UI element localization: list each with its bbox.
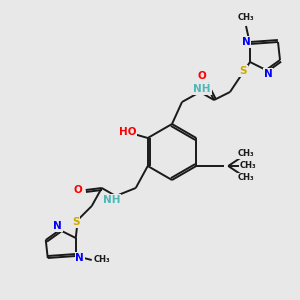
- Text: S: S: [239, 66, 247, 76]
- Text: O: O: [74, 185, 82, 195]
- Text: NH: NH: [193, 84, 211, 94]
- Text: S: S: [72, 217, 80, 227]
- Text: N: N: [264, 69, 272, 79]
- Text: CH₃: CH₃: [238, 14, 254, 22]
- Text: N: N: [75, 253, 84, 263]
- Text: N: N: [53, 221, 62, 231]
- Text: CH₃: CH₃: [240, 161, 256, 170]
- Text: CH₃: CH₃: [238, 149, 255, 158]
- Text: NH: NH: [103, 195, 121, 205]
- Text: HO: HO: [119, 127, 136, 137]
- Text: N: N: [242, 37, 250, 47]
- Text: CH₃: CH₃: [238, 173, 255, 182]
- Text: O: O: [198, 71, 206, 81]
- Text: CH₃: CH₃: [93, 256, 110, 265]
